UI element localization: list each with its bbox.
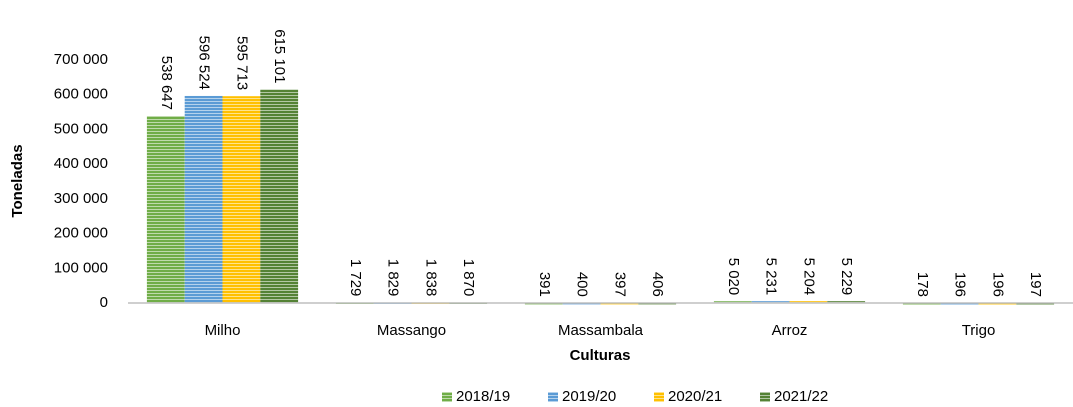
y-tick-label: 300 000	[54, 190, 108, 207]
x-tick-label: Massango	[377, 322, 446, 339]
bar	[713, 301, 752, 303]
legend-label: 2021/22	[774, 388, 828, 405]
data-label: 1 870	[460, 259, 477, 297]
x-tick-label: Arroz	[772, 322, 808, 339]
x-tick-label: Massambala	[558, 322, 644, 339]
y-tick-label: 400 000	[54, 155, 108, 172]
data-label: 178	[914, 272, 931, 297]
legend-swatch	[548, 392, 558, 402]
bar	[260, 89, 299, 304]
x-tick-label: Trigo	[962, 322, 996, 339]
bar	[222, 96, 261, 303]
data-label: 196	[952, 272, 969, 297]
bar	[146, 116, 185, 303]
legend-label: 2020/21	[668, 388, 722, 405]
data-label: 595 713	[233, 36, 250, 90]
y-tick-label: 700 000	[54, 51, 108, 68]
y-axis-title: Toneladas	[9, 144, 26, 217]
data-label: 1 729	[347, 259, 364, 297]
bar	[789, 301, 828, 303]
data-label: 391	[536, 272, 553, 297]
y-tick-label: 600 000	[54, 86, 108, 103]
data-label: 615 101	[271, 29, 288, 83]
y-tick-label: 100 000	[54, 259, 108, 276]
data-label: 538 647	[158, 56, 175, 110]
data-label: 1 829	[385, 259, 402, 297]
y-tick-label: 0	[100, 294, 108, 311]
data-label: 5 231	[763, 258, 780, 296]
data-label: 1 838	[422, 259, 439, 297]
bar	[751, 301, 790, 303]
legend-swatch	[654, 392, 664, 402]
data-label: 596 524	[196, 36, 213, 90]
legend-swatch	[442, 392, 452, 402]
data-label: 5 020	[725, 258, 742, 296]
bar	[184, 95, 223, 303]
data-label: 196	[989, 272, 1006, 297]
data-label: 197	[1027, 272, 1044, 297]
y-tick-label: 500 000	[54, 120, 108, 137]
x-tick-label: Milho	[205, 322, 241, 339]
legend-label: 2018/19	[456, 388, 510, 405]
data-label: 397	[611, 272, 628, 297]
legend-swatch	[760, 392, 770, 402]
data-label: 5 229	[838, 258, 855, 296]
x-axis-title: Culturas	[570, 347, 631, 364]
data-label: 5 204	[800, 258, 817, 296]
legend-label: 2019/20	[562, 388, 616, 405]
bar	[827, 301, 866, 303]
data-label: 400	[574, 272, 591, 297]
y-tick-label: 200 000	[54, 225, 108, 242]
data-label: 406	[649, 272, 666, 297]
